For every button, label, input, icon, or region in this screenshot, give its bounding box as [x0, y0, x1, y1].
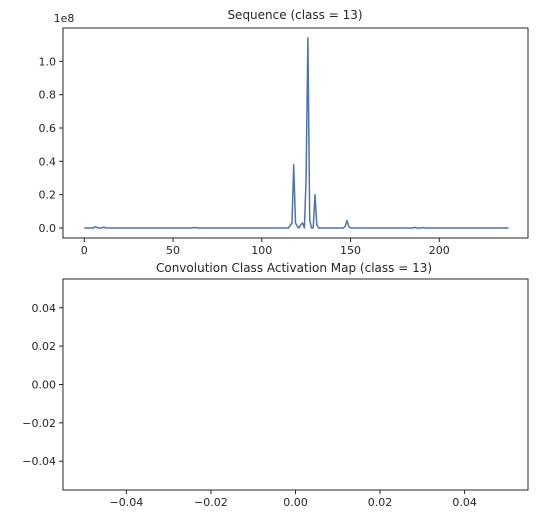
cam-y-tick-label: 0.00	[32, 379, 57, 392]
cam-x-tick-label: −0.04	[110, 496, 144, 509]
cam-plot: Convolution Class Activation Map (class …	[22, 261, 529, 509]
sequence-x-tick-label: 150	[340, 244, 361, 257]
cam-plot-title: Convolution Class Activation Map (class …	[156, 261, 432, 275]
sequence-y-tick-label: 0.2	[39, 189, 57, 202]
sequence-y-tick-label: 0.4	[39, 155, 57, 168]
cam-y-tick-label: 0.04	[32, 302, 57, 315]
cam-x-axis: −0.04 −0.02 0.00 0.02 0.04	[110, 490, 477, 509]
cam-y-axis: −0.04 −0.02 0.00 0.02 0.04	[22, 302, 63, 468]
sequence-y-offset-label: 1e8	[54, 12, 75, 25]
sequence-x-tick-label: 100	[251, 244, 272, 257]
sequence-y-tick-label: 0.0	[39, 222, 57, 235]
cam-x-tick-label: 0.04	[452, 496, 477, 509]
sequence-y-tick-label: 1.0	[39, 55, 57, 68]
cam-x-tick-label: −0.02	[194, 496, 228, 509]
cam-y-tick-label: 0.02	[32, 340, 57, 353]
sequence-y-tick-label: 0.6	[39, 122, 57, 135]
sequence-y-axis: 0.0 0.2 0.4 0.6 0.8 1.0	[39, 55, 63, 235]
sequence-x-tick-label: 50	[166, 244, 180, 257]
sequence-x-tick-label: 200	[429, 244, 450, 257]
sequence-plot-title: Sequence (class = 13)	[227, 8, 362, 22]
sequence-x-axis: 0 50 100 150 200	[81, 238, 450, 257]
sequence-x-tick-label: 0	[81, 244, 88, 257]
cam-y-tick-label: −0.02	[22, 417, 56, 430]
cam-x-tick-label: 0.02	[368, 496, 393, 509]
sequence-y-tick-label: 0.8	[39, 89, 57, 102]
sequence-plot: Sequence (class = 13) 1e8 0 50 100 150 200 0…	[39, 8, 529, 257]
cam-plot-frame	[62, 278, 529, 491]
sequence-series-line	[84, 37, 509, 229]
sequence-plot-frame	[62, 27, 529, 239]
cam-x-tick-label: 0.00	[283, 496, 308, 509]
cam-y-tick-label: −0.04	[22, 455, 56, 468]
